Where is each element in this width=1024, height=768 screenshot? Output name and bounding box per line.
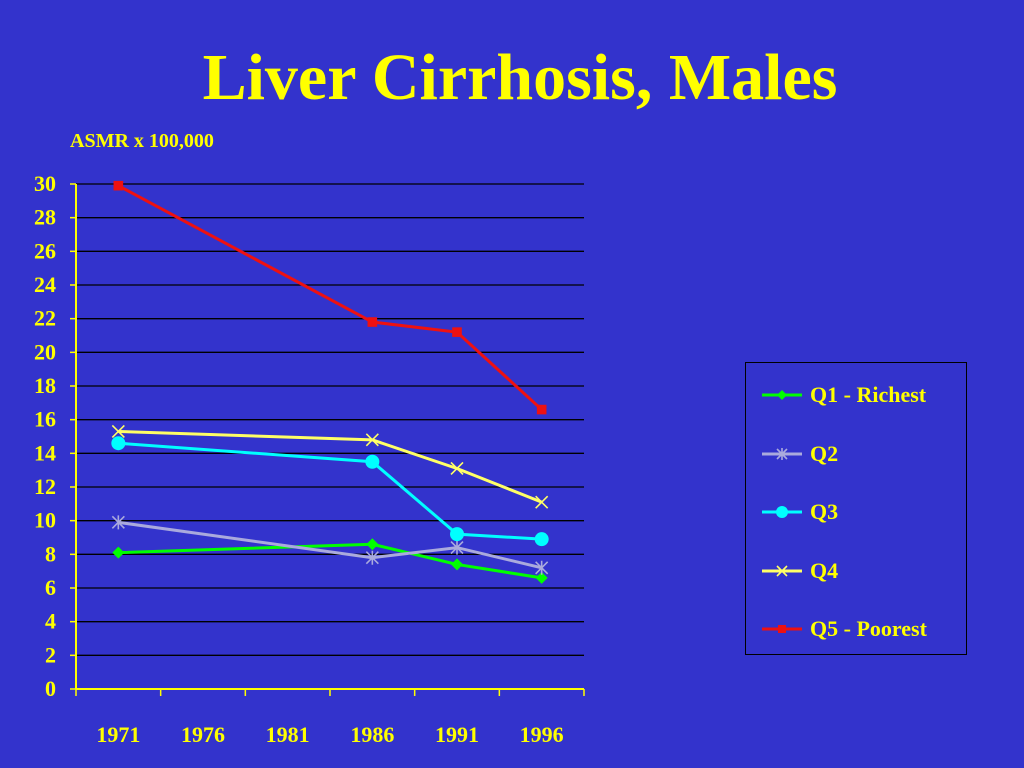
legend-label: Q1 - Richest	[810, 382, 927, 407]
legend-label: Q4	[810, 557, 839, 583]
x-tick-label: 1996	[520, 722, 564, 747]
legend: Q1 - Richest Q2 Q3 Q4 Q5 - Poorest	[745, 362, 967, 655]
legend-item: Q3	[760, 498, 838, 526]
legend-label: Q2	[810, 440, 839, 466]
data-point	[535, 560, 549, 575]
data-point	[534, 532, 549, 547]
x-tick-label: 1986	[350, 722, 394, 747]
legend-item: Q1 - Richest	[760, 381, 926, 409]
y-tick-label: 12	[34, 474, 56, 499]
legend-swatch-marker	[776, 506, 788, 518]
legend-swatch	[762, 625, 802, 633]
gridlines	[76, 183, 584, 656]
x-tick-label: 1991	[435, 722, 479, 747]
data-point	[365, 433, 379, 447]
data-point	[450, 540, 464, 555]
series-line-5	[117, 184, 543, 411]
legend-swatch-marker	[777, 390, 787, 400]
y-axis-label: ASMR x 100,000	[70, 130, 214, 152]
data-point	[450, 461, 464, 476]
legend-swatch	[762, 390, 802, 400]
legend-item: Q5 - Poorest	[760, 615, 927, 643]
y-tick-label: 20	[34, 339, 56, 364]
y-tick-label: 2	[45, 642, 56, 667]
data-point	[451, 558, 463, 571]
data-point	[366, 538, 379, 551]
legend-swatch-marker	[776, 564, 788, 577]
data-point	[535, 495, 549, 509]
y-tick-label: 14	[34, 440, 56, 465]
x-tick-label: 1971	[96, 722, 140, 747]
legend-swatch-marker	[778, 625, 786, 633]
x-tick-label: 1976	[181, 722, 225, 747]
legend-swatch	[762, 564, 802, 577]
legend-swatch	[762, 506, 802, 518]
legend-label: Q3	[810, 499, 839, 524]
y-tick-label: 18	[34, 373, 56, 398]
data-point	[111, 515, 125, 530]
data-point	[450, 527, 464, 542]
y-tick-label: 6	[45, 575, 56, 600]
series-line-3	[118, 441, 542, 541]
series-markers	[111, 180, 549, 584]
y-tick-label: 8	[45, 541, 56, 566]
series-lines	[117, 184, 543, 580]
series-line-1	[118, 542, 542, 580]
y-tick-label: 16	[34, 407, 56, 432]
y-tick-label: 26	[34, 238, 56, 263]
y-tick-label: 10	[34, 508, 56, 533]
legend-swatch-marker	[776, 447, 788, 460]
legend-label: Q5 - Poorest	[810, 616, 927, 641]
series-line-4	[118, 429, 543, 504]
x-tick-label: 1981	[266, 722, 310, 747]
legend-swatch	[762, 447, 802, 460]
data-point	[535, 571, 548, 584]
data-point	[365, 550, 379, 565]
data-point	[365, 454, 380, 469]
legend-item: Q2	[760, 440, 838, 468]
y-tick-label: 22	[34, 306, 56, 331]
chart-title: Liver Cirrhosis, Males	[202, 41, 838, 114]
data-point	[111, 424, 125, 439]
y-tick-label: 28	[34, 205, 56, 230]
data-point	[367, 317, 378, 327]
data-point	[536, 404, 547, 415]
data-point	[452, 327, 462, 337]
y-tick-label: 30	[34, 171, 56, 196]
y-tick-label: 4	[45, 609, 56, 634]
y-tick-label: 24	[34, 272, 56, 297]
legend-item: Q4	[760, 557, 838, 585]
data-point	[111, 436, 126, 451]
series-line-2	[118, 520, 543, 570]
y-tick-label: 0	[45, 676, 56, 701]
data-point	[113, 180, 124, 191]
data-point	[112, 546, 125, 559]
